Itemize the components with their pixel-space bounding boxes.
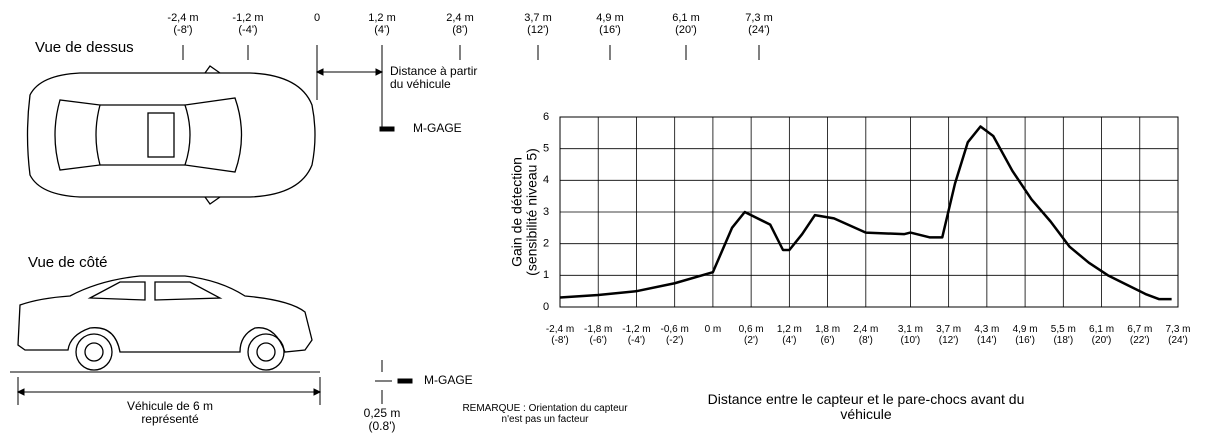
top-view-title: Vue de dessus [35, 40, 134, 57]
scale-label: 3,7 m (12') [524, 12, 552, 36]
y-axis-title: Gain de détection (sensibilité niveau 5) [510, 148, 541, 276]
side-view-car [18, 276, 312, 370]
x-tick-label: 7,3 m (24') [1165, 324, 1190, 346]
y-tick-label: 1 [543, 269, 549, 281]
scale-label: 2,4 m (8') [446, 12, 474, 36]
drawing: 0 1 2 3 4 5 6 [0, 0, 1217, 434]
y-tick-label: 4 [543, 174, 549, 186]
y-tick-label: 2 [543, 238, 549, 250]
scale-label: 1,2 m (4') [368, 12, 396, 36]
scale-label: -2,4 m (-8') [167, 12, 198, 36]
page: 0 1 2 3 4 5 6 Vue de dessus Vue de côté Distan… [0, 0, 1217, 434]
scale-label: 7,3 m (24') [745, 12, 773, 36]
vehicle-note: Véhicule de 6 m représenté [127, 400, 213, 426]
x-tick-label: 2,4 m (8') [853, 324, 878, 346]
x-tick-label: 5,5 m (18') [1051, 324, 1076, 346]
x-tick-label: 6,1 m (20') [1089, 324, 1114, 346]
scale-label: -1,2 m (-4') [232, 12, 263, 36]
distance-note: Distance à partir du véhicule [390, 65, 477, 91]
x-axis-title: Distance entre le capteur et le pare-cho… [691, 392, 1042, 423]
x-tick-label: 1,2 m (4') [777, 324, 802, 346]
x-tick-label: -2,4 m (-8') [546, 324, 574, 346]
x-tick-label: 4,9 m (16') [1013, 324, 1038, 346]
x-tick-label: 6,7 m (22') [1127, 324, 1152, 346]
x-tick-label: 3,7 m (12') [936, 324, 961, 346]
sensor-label: M-GAGE [424, 374, 473, 387]
x-tick-label: -1,2 m (-4') [622, 324, 650, 346]
scale-label: 0 [314, 12, 320, 24]
scale-label: 4,9 m (16') [596, 12, 624, 36]
y-tick-label: 0 [543, 301, 549, 313]
top-view-car [28, 66, 316, 204]
remark: REMARQUE : Orientation du capteur n'est … [462, 403, 627, 425]
sensor-label: M-GAGE [413, 122, 462, 135]
x-tick-label: -1,8 m (-6') [584, 324, 612, 346]
side-view-title: Vue de côté [28, 255, 108, 272]
scale-label: 6,1 m (20') [672, 12, 700, 36]
x-tick-label: 0 m [705, 324, 722, 335]
x-tick-label: 3,1 m (10') [898, 324, 923, 346]
y-tick-label: 3 [543, 206, 549, 218]
y-tick-label: 6 [543, 111, 549, 123]
x-tick-label: -0,6 m (-2') [661, 324, 689, 346]
x-tick-label: 0,6 m (2') [739, 324, 764, 346]
height-note: 0,25 m (0.8') [364, 407, 401, 433]
y-tick-label: 5 [543, 143, 549, 155]
x-tick-label: 4,3 m (14') [974, 324, 999, 346]
x-tick-label: 1,8 m (6') [815, 324, 840, 346]
